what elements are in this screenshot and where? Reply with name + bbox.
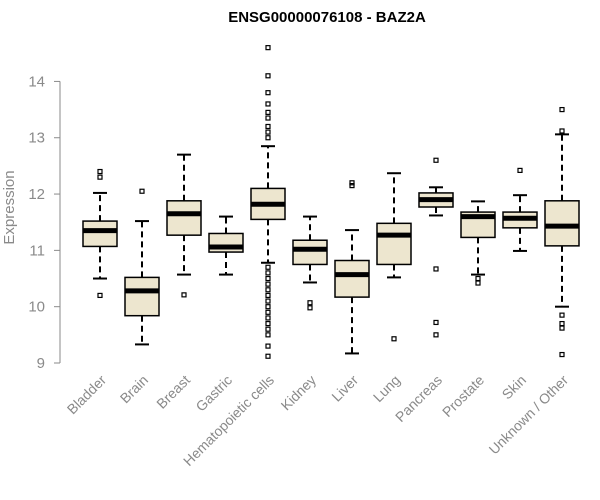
box-prostate <box>460 200 496 286</box>
outlier-point <box>559 128 565 134</box>
box-pancreas <box>418 157 454 338</box>
x-category-label: Prostate <box>439 372 487 420</box>
outlier-point <box>475 280 481 286</box>
outlier-point <box>97 174 103 180</box>
y-tick-label: 13 <box>28 130 45 147</box>
outlier-point <box>433 332 439 338</box>
x-category-label: Pancreas <box>392 372 445 425</box>
box-liver <box>334 180 370 355</box>
outlier-point <box>559 325 565 331</box>
outlier-point <box>265 101 271 107</box>
x-category-label: Brain <box>117 372 151 406</box>
iqr-box <box>544 200 580 247</box>
y-axis: 9 10 11 12 13 14 <box>28 73 61 372</box>
outlier-point <box>265 270 271 276</box>
x-category-label: Unknown / Other <box>486 372 572 458</box>
outlier-point <box>97 292 103 299</box>
outlier-point <box>433 319 439 326</box>
x-category-label: Kidney <box>278 372 320 414</box>
box-kidney <box>292 215 328 311</box>
chart-title: ENSG00000076108 - BAZ2A <box>228 9 426 26</box>
x-category-label: Lung <box>370 372 403 405</box>
outlier-point <box>265 109 271 115</box>
outlier-point <box>559 312 565 318</box>
box-hematopoietic-cells <box>250 45 286 359</box>
box-unknown-other <box>544 106 580 358</box>
outlier-point <box>265 298 271 304</box>
outlier-point <box>265 326 271 332</box>
box-gastric <box>208 215 244 276</box>
outlier-point <box>265 129 271 135</box>
iqr-box <box>334 259 370 298</box>
x-category-label: Skin <box>499 372 530 403</box>
x-category-label: Bladder <box>64 372 110 418</box>
box-bladder <box>82 168 118 299</box>
outlier-point <box>265 332 271 338</box>
x-category-label: Breast <box>153 372 193 412</box>
outlier-point <box>265 275 271 282</box>
outlier-point <box>517 167 523 173</box>
y-tick-label: 14 <box>28 73 45 90</box>
outlier-point <box>265 320 271 327</box>
box-lung <box>376 172 412 342</box>
outlier-point <box>349 180 355 186</box>
outlier-point <box>265 115 271 121</box>
boxes-group <box>82 45 580 359</box>
x-category-label: Liver <box>328 372 361 405</box>
iqr-box <box>124 276 160 317</box>
y-tick-label: 12 <box>28 186 45 203</box>
box-breast <box>166 153 202 298</box>
outlier-point <box>307 300 313 306</box>
outlier-point <box>139 188 145 194</box>
iqr-box <box>82 220 118 248</box>
outlier-point <box>181 292 187 298</box>
outlier-point <box>391 336 397 342</box>
iqr-box <box>292 239 328 266</box>
y-axis-label: Expression <box>1 170 18 244</box>
outlier-point <box>265 309 271 315</box>
y-tick-label: 11 <box>29 242 45 259</box>
outlier-point <box>265 287 271 293</box>
outlier-point <box>265 353 271 359</box>
outlier-point <box>433 157 439 163</box>
outlier-point <box>307 305 313 311</box>
outlier-point <box>265 135 271 141</box>
outlier-point <box>265 304 271 310</box>
y-tick-label: 9 <box>37 355 45 372</box>
outlier-point <box>559 320 565 327</box>
box-brain <box>124 188 160 346</box>
outlier-point <box>475 275 481 282</box>
outlier-point <box>265 281 271 287</box>
outlier-point <box>97 168 103 175</box>
outlier-point <box>265 90 271 96</box>
outlier-point <box>349 183 355 189</box>
outlier-point <box>265 343 271 349</box>
outlier-point <box>265 264 271 270</box>
box-skin <box>502 167 538 252</box>
outlier-point <box>559 106 565 113</box>
outlier-point <box>265 73 271 79</box>
outlier-point <box>265 45 271 51</box>
y-tick-label: 10 <box>28 299 45 316</box>
outlier-point <box>559 351 565 358</box>
iqr-box <box>376 222 412 266</box>
outlier-point <box>265 315 271 321</box>
outlier-point <box>265 292 271 299</box>
iqr-box <box>166 200 202 236</box>
outlier-point <box>433 266 439 272</box>
outlier-point <box>265 123 271 130</box>
